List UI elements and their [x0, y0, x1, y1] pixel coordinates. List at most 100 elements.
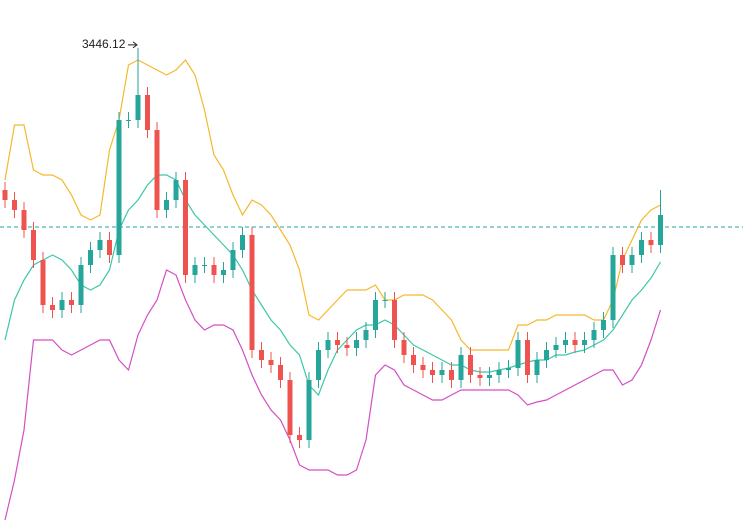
candle-body	[639, 240, 644, 255]
candle-body	[59, 300, 65, 310]
candle-body	[458, 355, 464, 380]
candle	[534, 352, 540, 383]
candle-body	[31, 230, 36, 260]
candle-body	[496, 370, 502, 375]
candle-body	[259, 350, 264, 360]
candle	[449, 362, 454, 388]
candle-body	[610, 255, 616, 320]
candle-body	[2, 190, 8, 200]
candle	[468, 347, 473, 383]
candle	[344, 337, 350, 356]
candle-body	[183, 180, 188, 275]
candle	[553, 337, 559, 358]
candle	[287, 372, 293, 443]
candle	[335, 332, 340, 353]
candle-body	[629, 255, 635, 265]
candle-body	[40, 260, 46, 305]
candle	[97, 232, 103, 258]
candle-body	[249, 235, 255, 350]
candle	[173, 172, 179, 208]
candle	[354, 332, 359, 356]
candle	[591, 322, 597, 348]
candle	[439, 362, 445, 383]
candle	[31, 222, 36, 268]
candle-body	[401, 340, 407, 355]
candle	[515, 332, 521, 376]
candle-body	[116, 120, 122, 255]
candle	[249, 227, 255, 358]
candle	[648, 232, 654, 253]
candle	[107, 232, 112, 263]
candle-body	[335, 340, 340, 345]
candle	[12, 192, 17, 218]
candle	[496, 362, 502, 383]
candle	[392, 292, 397, 348]
candle	[582, 332, 587, 353]
candle	[183, 172, 188, 283]
candle-body	[544, 350, 549, 360]
candle	[21, 202, 27, 238]
max-annotation: 3446.12	[82, 37, 126, 51]
candle-body	[202, 265, 207, 266]
candle	[316, 342, 321, 388]
candle-body	[69, 300, 74, 305]
candle-body	[506, 368, 511, 370]
candle	[154, 122, 160, 218]
arrow-head	[132, 41, 138, 49]
candle	[259, 342, 264, 368]
candle-body	[354, 340, 359, 348]
candle-body	[468, 355, 473, 375]
candle	[487, 367, 492, 386]
candle-body	[591, 330, 597, 340]
candle	[59, 292, 65, 318]
candle	[192, 257, 198, 283]
candle	[363, 322, 369, 348]
candle-body	[420, 365, 426, 370]
candle-body	[211, 265, 217, 275]
candle	[78, 257, 84, 313]
candle	[211, 257, 217, 283]
candle-body	[325, 340, 331, 350]
candle-body	[50, 305, 55, 310]
candle	[629, 247, 635, 273]
candle-body	[21, 210, 27, 230]
candle-body	[268, 360, 274, 365]
candle	[382, 292, 388, 308]
candle-body	[297, 435, 302, 440]
candle	[325, 332, 331, 358]
band-line	[4, 59, 661, 351]
candle	[50, 297, 55, 318]
candle-body	[449, 370, 454, 380]
candle	[202, 257, 207, 273]
candle-body	[487, 375, 492, 378]
candle-body	[12, 200, 17, 210]
candle-body	[126, 120, 131, 121]
candle	[145, 87, 150, 138]
candle	[572, 332, 578, 353]
candle-body	[97, 240, 103, 250]
band-line	[4, 269, 662, 521]
candle	[40, 252, 46, 313]
candle	[278, 357, 283, 388]
candle-body	[392, 300, 397, 340]
candle-body	[430, 370, 435, 375]
candle-body	[88, 250, 93, 265]
candle-body	[154, 130, 160, 210]
candle	[240, 227, 245, 258]
candle-body	[534, 360, 540, 375]
candle-body	[515, 340, 521, 368]
candle	[420, 357, 426, 378]
candle	[610, 247, 616, 328]
candle-body	[221, 270, 226, 275]
candle-body	[648, 240, 654, 245]
candle	[601, 312, 606, 338]
candle	[69, 292, 74, 313]
candle	[297, 427, 302, 448]
candle-body	[78, 265, 84, 305]
candle	[544, 342, 549, 368]
candle	[563, 332, 568, 353]
candle-body	[525, 340, 530, 375]
candle-body	[439, 370, 445, 375]
candle-body	[620, 255, 625, 265]
